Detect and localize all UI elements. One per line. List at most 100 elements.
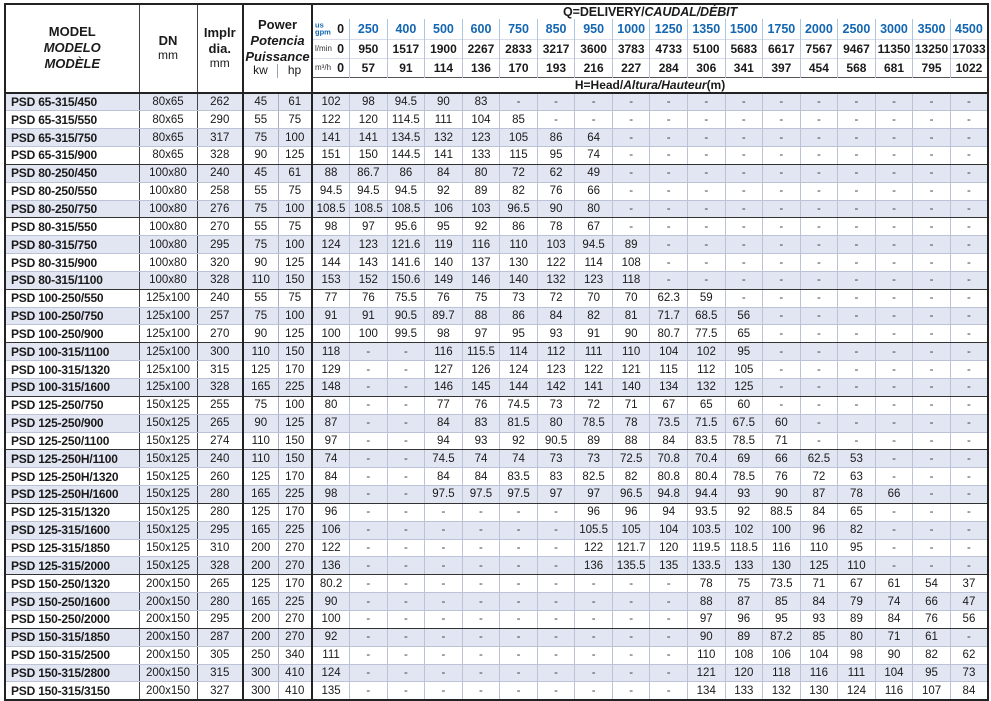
head-value-cell: - [874,253,914,272]
head-value-cell: - [536,91,576,112]
head-value-cell: - [461,574,501,594]
head-value-cell: - [837,181,876,201]
hp-unit-label: hp [287,63,302,78]
head-value-cell: - [649,253,688,272]
head-value-cell: - [649,146,688,165]
head-value-cell: - [837,91,876,112]
head-value-cell: - [386,574,426,594]
l-min-value: 13250 [912,38,951,58]
impeller-dia-cell: 328 [196,378,244,397]
table-row: PSD 80-250/450 100x80 240 45 61 88 86.7 86 84 80 7… [5,163,989,183]
head-value-cell: - [611,91,651,112]
head-value-cell: 107 [912,681,951,701]
head-value-cell: - [949,342,989,362]
head-value-cell: 90.5 [386,306,426,326]
head-value-cell: 77.5 [686,324,726,344]
head-value-cell: - [686,199,726,219]
model-cell: PSD 125-250H/1320 [5,467,140,487]
head-value-cell: 95 [837,538,876,558]
head-value-cell: 91 [574,324,613,344]
head-value-cell: 121 [611,360,651,379]
hp-cell: 150 [277,342,314,362]
head-value-cell: - [874,502,914,522]
kw-cell: 125 [242,467,279,487]
head-value-cell: 116 [874,681,914,701]
head-value-cell: - [611,181,651,201]
head-value-cell: 111 [424,110,463,130]
kw-cell: 110 [242,270,279,290]
dn-cell: 125x100 [138,288,198,308]
m3-h-value: 136 [461,57,500,77]
head-value-cell: - [424,627,463,647]
dn-cell: 150x125 [138,467,198,487]
head-value-cell: 124 [311,663,351,683]
head-value-cell: - [799,378,839,397]
head-value-cell: 141 [424,146,463,165]
head-value-cell: - [799,181,839,201]
head-value-cell: - [499,627,538,647]
head-value-cell: - [874,306,914,326]
head-value-cell: 102 [724,520,764,540]
head-value-cell: 88 [611,431,651,451]
head-value-cell: - [386,520,426,540]
impeller-dia-cell: 240 [196,163,244,183]
head-value-cell: 92 [311,627,351,647]
head-value-cell: 54 [912,574,951,594]
head-value-cell: 134 [649,378,688,397]
us-gpm-value: 1250 [649,19,688,39]
head-value-cell: 47 [949,592,989,611]
impeller-dia-cell: 300 [196,342,244,362]
head-value-cell: - [762,110,801,130]
impeller-dia-cell: 315 [196,663,244,683]
head-value-cell: 89 [724,627,764,647]
head-value-cell: 84 [311,467,351,487]
head-value-cell: 74 [461,449,501,469]
kw-cell: 55 [242,110,279,130]
impeller-dia-cell: 320 [196,253,244,272]
head-value-cell: - [837,360,876,379]
head-value-cell: - [949,485,989,504]
head-value-cell: - [611,681,651,701]
head-value-cell: - [349,378,388,397]
head-value-cell: 62.3 [649,288,688,308]
head-value-cell: - [349,449,388,469]
head-value-cell: 121.7 [611,538,651,558]
head-value-cell: 86 [499,306,538,326]
head-value-cell: 90 [686,627,726,647]
head-value-cell: 74 [311,449,351,469]
hp-cell: 225 [277,485,314,504]
hp-cell: 170 [277,574,314,594]
head-value-cell: 61 [912,627,951,647]
hp-cell: 225 [277,592,314,611]
head-value-cell: - [461,681,501,701]
head-value-cell: 94.5 [386,91,426,112]
head-value-cell: - [874,360,914,379]
head-value-cell: 80.4 [686,467,726,487]
head-value-cell: 132 [762,681,801,701]
head-value-cell: - [424,681,463,701]
head-value-cell: - [762,360,801,379]
kw-unit-label: kw [244,64,279,78]
head-value-cell: - [874,288,914,308]
head-value-cell: 123 [536,360,576,379]
head-value-cell: 97 [349,217,388,237]
head-value-cell: - [799,306,839,326]
head-value-cell: - [386,645,426,665]
head-value-cell: - [724,91,764,112]
dn-cell: 100x80 [138,270,198,290]
head-value-cell: 104 [874,663,914,683]
head-value-cell: - [799,163,839,183]
head-value-cell: 110 [799,538,839,558]
head-value-cell: 133 [724,681,764,701]
head-value-cell: - [874,467,914,487]
head-value-cell: - [949,181,989,201]
head-value-cell: 89.7 [424,306,463,326]
head-value-cell: 121.6 [386,235,426,255]
head-value-cell: 70 [611,288,651,308]
head-value-cell: - [386,360,426,379]
head-value-cell: - [837,217,876,237]
head-value-cell: - [499,520,538,540]
head-value-cell: 82 [837,520,876,540]
head-value-cell: 79 [837,592,876,611]
impeller-dia-cell: 240 [196,288,244,308]
